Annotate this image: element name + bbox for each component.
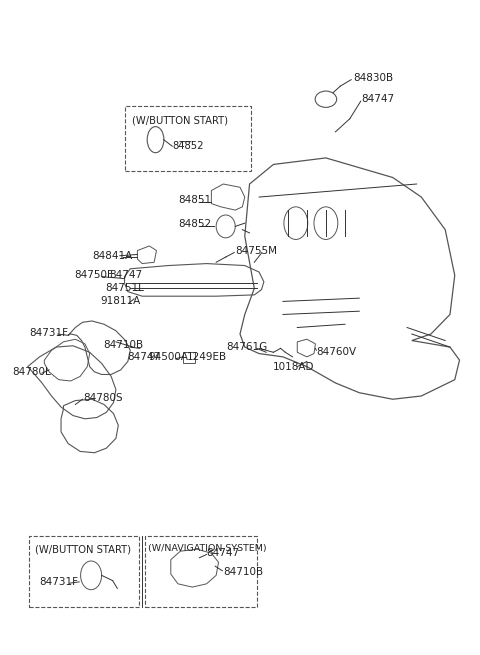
Text: 84747: 84747: [127, 352, 160, 362]
Text: 84747: 84747: [362, 94, 395, 104]
Text: 84710B: 84710B: [103, 340, 143, 350]
Text: 94500A: 94500A: [148, 352, 188, 362]
Text: 84731F: 84731F: [29, 328, 68, 338]
Text: 84731F: 84731F: [39, 577, 79, 587]
Text: (W/BUTTON START): (W/BUTTON START): [35, 544, 131, 554]
Bar: [29, 536, 139, 607]
Text: 84841A: 84841A: [92, 251, 132, 261]
Text: (W/NAVIGATION SYSTEM): (W/NAVIGATION SYSTEM): [148, 544, 267, 553]
Bar: [183, 352, 195, 364]
Text: 84747: 84747: [109, 271, 142, 280]
Bar: [124, 105, 251, 171]
Text: 1249EB: 1249EB: [187, 352, 227, 362]
Text: 91811A: 91811A: [101, 297, 141, 307]
Text: 1018AD: 1018AD: [273, 362, 314, 371]
Text: 84830B: 84830B: [353, 73, 393, 83]
Bar: [144, 536, 257, 607]
Text: 84760V: 84760V: [316, 346, 357, 356]
Text: (W/BUTTON START): (W/BUTTON START): [132, 115, 228, 126]
Text: 84780L: 84780L: [12, 367, 50, 377]
Text: 84780S: 84780S: [84, 393, 123, 403]
Text: 84761G: 84761G: [227, 342, 268, 352]
Text: 84710B: 84710B: [223, 567, 264, 577]
Text: 84851: 84851: [178, 195, 211, 205]
Text: 84852: 84852: [172, 141, 204, 151]
Text: 84747: 84747: [206, 548, 240, 558]
Text: 84852: 84852: [178, 219, 211, 229]
Text: 84755M: 84755M: [235, 246, 277, 255]
Text: 84750F: 84750F: [74, 271, 113, 280]
Text: 84751L: 84751L: [106, 284, 144, 293]
